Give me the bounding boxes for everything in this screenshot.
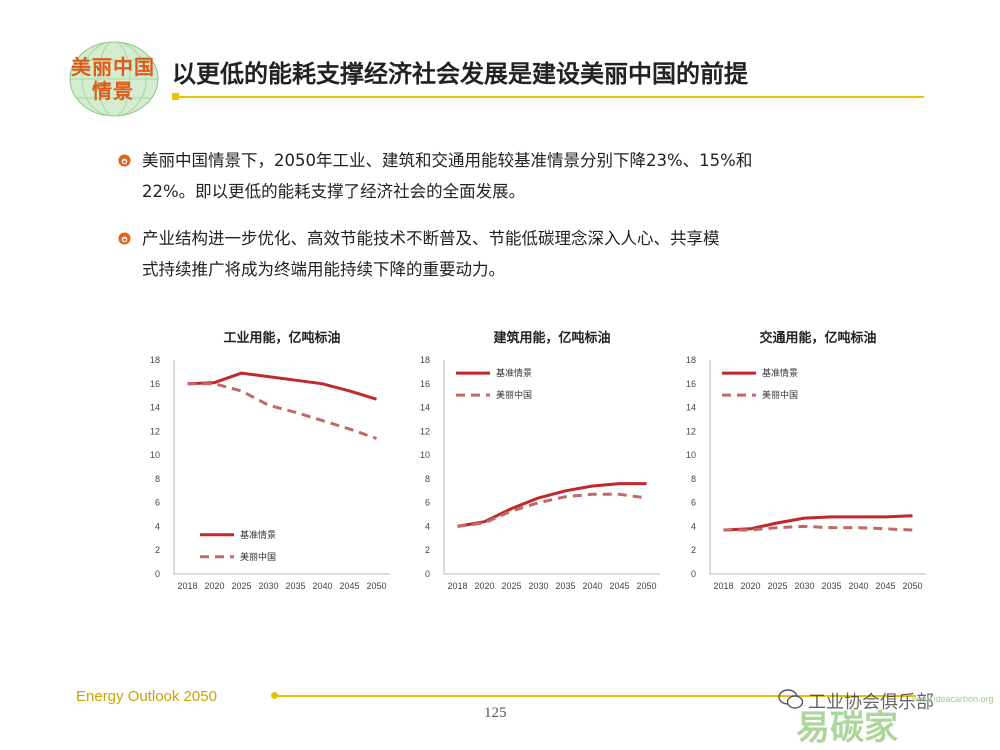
industry-energy-chart: 工业用能，亿吨标油 0 2 4 6 8 10 12 14 16 18 2018 2020 2025 2030… [150, 330, 390, 591]
x-tick-label: 2030 [794, 581, 814, 591]
legend-label: 美丽中国 [496, 389, 532, 401]
page-number: 125 [484, 705, 507, 721]
x-tick-label: 2030 [528, 581, 548, 591]
x-tick-label: 2050 [366, 581, 386, 591]
footer-brand: Energy Outlook 2050 [76, 688, 217, 705]
x-tick-label: 2025 [501, 581, 521, 591]
series-line-0 [187, 371, 377, 401]
legend-label: 基准情景 [240, 529, 276, 541]
logo-emblem-icon [69, 41, 159, 117]
bullet-2-line2: 式持续推广将成为终端用能持续下降的重要动力。 [142, 260, 505, 279]
y-tick-label: 12 [420, 426, 430, 436]
y-tick-label: 4 [155, 521, 160, 531]
series-line-0 [457, 482, 647, 528]
x-tick-label: 2040 [582, 581, 602, 591]
footer-divider-marker [271, 692, 278, 699]
x-tick-label: 2045 [339, 581, 359, 591]
page-title: 以更低的能耗支撑经济社会发展是建设美丽中国的前提 [172, 60, 748, 88]
x-tick-label: 2018 [177, 581, 197, 591]
y-tick-label: 2 [691, 545, 696, 555]
watermark-url: www.ideacarbon.org [912, 694, 994, 704]
y-tick-label: 16 [150, 379, 160, 389]
x-tick-label: 2045 [875, 581, 895, 591]
logo-text-line1: 美丽中国 [71, 55, 155, 79]
x-tick-label: 2020 [740, 581, 760, 591]
legend-label: 美丽中国 [240, 551, 276, 563]
y-tick-label: 6 [425, 498, 430, 508]
y-tick-label: 10 [686, 450, 696, 460]
y-tick-label: 18 [150, 355, 160, 365]
series-line-1 [723, 524, 913, 532]
y-tick-label: 10 [420, 450, 430, 460]
y-tick-label: 18 [686, 355, 696, 365]
x-tick-label: 2045 [609, 581, 629, 591]
y-tick-label: 0 [155, 569, 160, 579]
x-tick-label: 2035 [285, 581, 305, 591]
series-line-1 [187, 382, 377, 440]
legend-label: 基准情景 [762, 367, 798, 379]
y-tick-label: 2 [155, 545, 160, 555]
wechat-icon [778, 689, 804, 709]
chart-title: 建筑用能，亿吨标油 [493, 330, 610, 346]
x-tick-label: 2018 [713, 581, 733, 591]
footer-divider [276, 695, 916, 697]
x-tick-label: 2025 [231, 581, 251, 591]
y-tick-label: 0 [425, 569, 430, 579]
bullet-1-line1: 美丽中国情景下，2050年工业、建筑和交通用能较基准情景分别下降23%、15%和 [142, 151, 753, 170]
y-tick-label: 8 [425, 474, 430, 484]
x-tick-label: 2020 [204, 581, 224, 591]
y-tick-label: 16 [420, 379, 430, 389]
bullet-2: 产业结构进一步优化、高效节能技术不断普及、节能低碳理念深入人心、共享模 式持续推… [118, 223, 932, 285]
y-tick-label: 18 [420, 355, 430, 365]
legend-label: 基准情景 [496, 367, 532, 379]
flame-bullet-icon [118, 232, 131, 245]
flame-bullet-icon [118, 154, 131, 167]
logo-text-line2: 情景 [92, 79, 134, 103]
x-tick-label: 2040 [312, 581, 332, 591]
chart-title: 交通用能，亿吨标油 [759, 330, 876, 346]
title-divider-marker [172, 93, 179, 100]
y-tick-label: 4 [691, 521, 696, 531]
y-tick-label: 0 [691, 569, 696, 579]
x-tick-label: 2025 [767, 581, 787, 591]
y-tick-label: 4 [425, 521, 430, 531]
legend-label: 美丽中国 [762, 389, 798, 401]
y-tick-label: 2 [425, 545, 430, 555]
y-tick-label: 14 [150, 403, 160, 413]
x-tick-label: 2035 [821, 581, 841, 591]
chart-title: 工业用能，亿吨标油 [223, 330, 340, 346]
bullet-1: 美丽中国情景下，2050年工业、建筑和交通用能较基准情景分别下降23%、15%和… [118, 145, 932, 207]
y-tick-label: 14 [686, 403, 696, 413]
x-tick-label: 2020 [474, 581, 494, 591]
y-tick-label: 16 [686, 379, 696, 389]
y-tick-label: 12 [150, 426, 160, 436]
title-divider [172, 96, 924, 98]
transport-energy-chart: 交通用能，亿吨标油 0 2 4 6 8 10 12 14 16 18 2018 2020 2025 2030… [686, 330, 926, 591]
bullet-2-line1: 产业结构进一步优化、高效节能技术不断普及、节能低碳理念深入人心、共享模 [142, 229, 720, 248]
watermark-site: 易碳家 [796, 708, 898, 748]
building-energy-chart: 建筑用能，亿吨标油 0 2 4 6 8 10 12 14 16 18 2018 2020 2025 2030… [420, 330, 660, 591]
watermark-account: 工业协会俱乐部 [808, 692, 934, 713]
y-tick-label: 12 [686, 426, 696, 436]
x-tick-label: 2030 [258, 581, 278, 591]
y-tick-label: 14 [420, 403, 430, 413]
x-tick-label: 2040 [848, 581, 868, 591]
y-tick-label: 6 [691, 498, 696, 508]
y-tick-label: 6 [155, 498, 160, 508]
x-tick-label: 2050 [902, 581, 922, 591]
series-line-1 [457, 492, 647, 528]
x-tick-label: 2018 [447, 581, 467, 591]
bullet-1-line2: 22%。即以更低的能耗支撑了经济社会的全面发展。 [142, 182, 526, 201]
x-tick-label: 2050 [636, 581, 656, 591]
y-tick-label: 8 [691, 474, 696, 484]
y-tick-label: 10 [150, 450, 160, 460]
series-line-0 [723, 514, 913, 532]
y-tick-label: 8 [155, 474, 160, 484]
x-tick-label: 2035 [555, 581, 575, 591]
